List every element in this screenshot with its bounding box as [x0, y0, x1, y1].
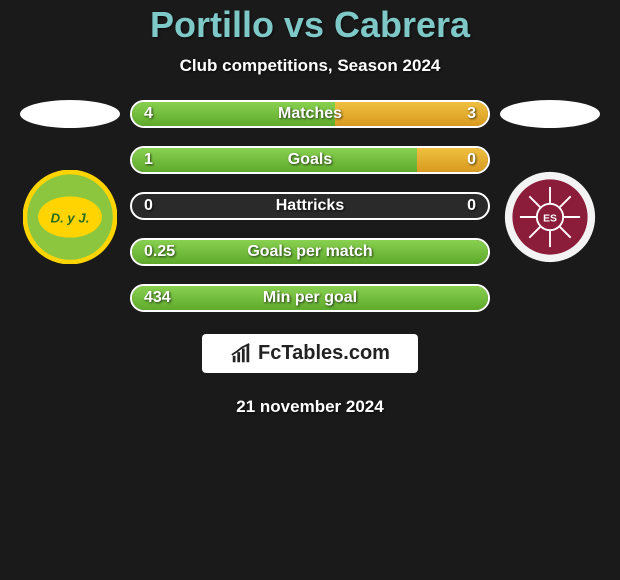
content-row: D. y J. 4 Matches 3 1 Goals 0: [0, 100, 620, 312]
stat-row-min-per-goal: 434 Min per goal: [130, 284, 490, 312]
stat-label: Hattricks: [132, 197, 488, 215]
stat-row-matches: 4 Matches 3: [130, 100, 490, 128]
chart-icon: [230, 343, 252, 365]
stat-value-right: 0: [467, 197, 476, 215]
svg-text:ES: ES: [543, 214, 557, 225]
page-subtitle: Club competitions, Season 2024: [180, 56, 441, 76]
stat-row-hattricks: 0 Hattricks 0: [130, 192, 490, 220]
brand-text: FcTables.com: [258, 342, 390, 365]
stat-row-goals: 1 Goals 0: [130, 146, 490, 174]
stat-label: Goals per match: [132, 243, 488, 261]
stat-label: Goals: [132, 151, 488, 169]
stat-label: Matches: [132, 105, 488, 123]
player-photo-right: [500, 100, 600, 128]
club-crest-right: ES: [503, 170, 597, 264]
right-player-col: ES: [500, 100, 600, 264]
stat-value-right: 0: [467, 151, 476, 169]
brand-badge: FcTables.com: [202, 334, 418, 373]
left-player-col: D. y J.: [20, 100, 120, 264]
stat-value-right: 3: [467, 105, 476, 123]
comparison-card: Portillo vs Cabrera Club competitions, S…: [0, 0, 620, 580]
svg-text:D. y J.: D. y J.: [51, 211, 90, 226]
stat-row-goals-per-match: 0.25 Goals per match: [130, 238, 490, 266]
footer: FcTables.com 21 november 2024: [202, 334, 418, 417]
date-text: 21 november 2024: [236, 397, 383, 417]
club-crest-left: D. y J.: [23, 170, 117, 264]
player-photo-left: [20, 100, 120, 128]
page-title: Portillo vs Cabrera: [150, 4, 470, 46]
stat-label: Min per goal: [132, 289, 488, 307]
stats-column: 4 Matches 3 1 Goals 0 0 Hattricks 0: [130, 100, 490, 312]
